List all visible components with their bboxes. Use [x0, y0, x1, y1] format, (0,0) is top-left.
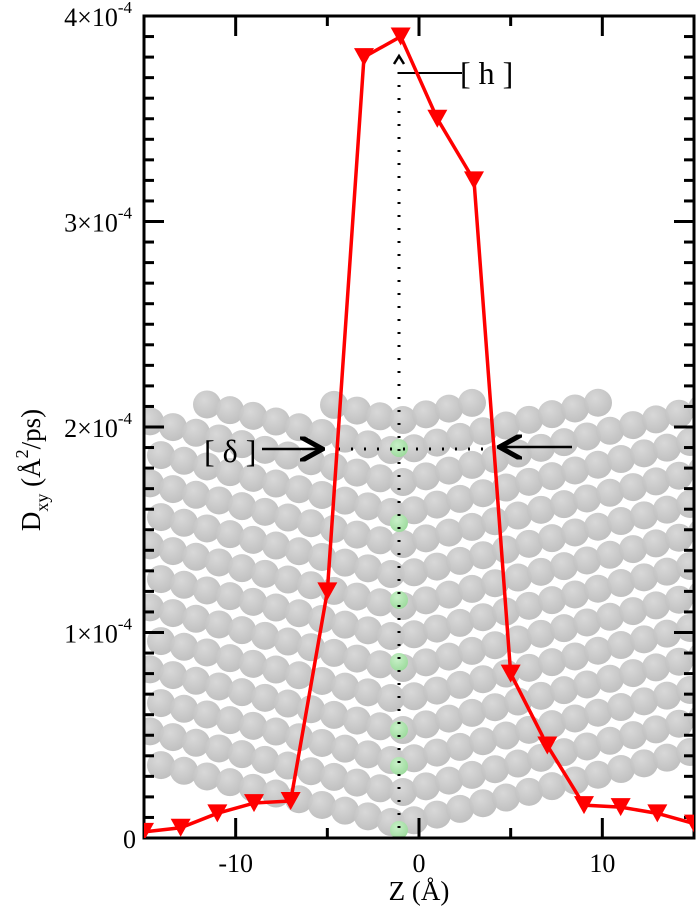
svg-text:1×10-4: 1×10-4	[64, 615, 132, 649]
x-tick-labels: -10 0 10	[218, 849, 615, 878]
svg-text:2×10-4: 2×10-4	[64, 409, 132, 443]
data-point-marker	[427, 109, 448, 128]
data-point-marker	[144, 822, 154, 838]
data-point-marker	[500, 664, 521, 683]
delta-label: [ δ ]	[204, 433, 256, 469]
svg-text:Dxy (Å2/ps): Dxy (Å2/ps)	[12, 409, 52, 531]
y-axis-title: Dxy (Å2/ps)	[12, 409, 52, 531]
data-point-marker	[390, 27, 411, 46]
svg-text:0: 0	[123, 825, 136, 854]
data-point-marker	[537, 736, 558, 755]
data-point-marker	[317, 582, 338, 601]
data-point-marker	[207, 804, 228, 823]
data-point-marker	[574, 796, 594, 815]
data-point-marker	[610, 798, 631, 817]
svg-text:3×10-4: 3×10-4	[64, 204, 132, 238]
x-axis-title: Z (Å)	[389, 876, 450, 906]
svg-text:4×10-4: 4×10-4	[64, 0, 132, 32]
y-tick-labels: 0 1×10-4 2×10-4 3×10-4 4×10-4	[64, 0, 136, 854]
svg-text:0: 0	[413, 849, 426, 878]
data-series-dxy	[144, 27, 694, 838]
svg-text:10: 10	[589, 849, 615, 878]
data-point-marker	[280, 792, 301, 811]
axis-ticks	[142, 14, 696, 840]
data-point-marker	[464, 171, 484, 190]
data-point-marker	[684, 814, 694, 833]
h-label: [ h ]	[460, 55, 513, 91]
data-point-marker	[647, 804, 668, 823]
data-point-marker	[244, 794, 264, 813]
data-point-marker	[354, 48, 374, 67]
h-arrow-icon	[392, 53, 406, 65]
svg-text:-10: -10	[218, 849, 253, 878]
data-point-marker	[170, 818, 191, 837]
